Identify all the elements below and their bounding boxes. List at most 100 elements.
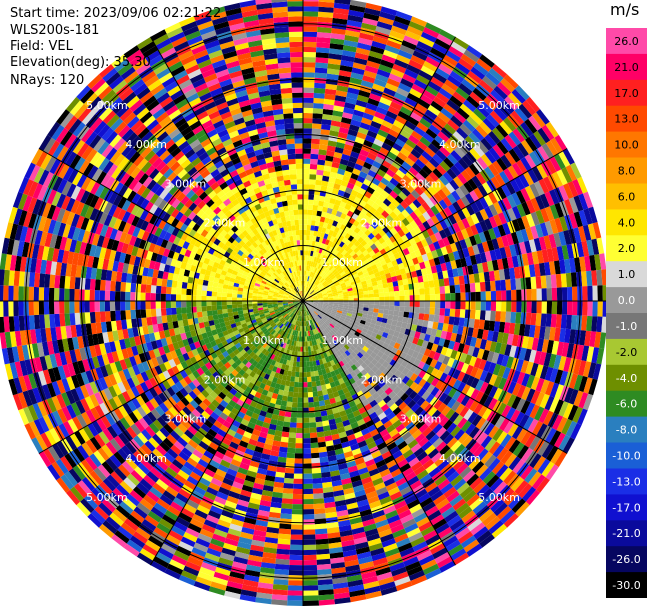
velocity-cell	[337, 168, 346, 176]
velocity-cell	[310, 437, 318, 444]
velocity-cell	[375, 459, 387, 469]
velocity-cell	[364, 275, 371, 281]
velocity-cell	[419, 497, 434, 508]
velocity-cell	[452, 341, 461, 352]
velocity-cell	[416, 140, 428, 151]
velocity-cell	[326, 332, 332, 338]
velocity-cell	[446, 437, 458, 449]
velocity-cell	[364, 403, 373, 412]
velocity-cell	[470, 213, 480, 225]
velocity-cell	[415, 158, 426, 169]
velocity-cell	[312, 345, 317, 351]
velocity-cell	[322, 304, 329, 307]
velocity-cell	[554, 327, 561, 342]
velocity-cell	[418, 409, 428, 420]
velocity-cell	[327, 291, 333, 295]
velocity-cell	[305, 346, 309, 352]
velocity-cell	[350, 364, 358, 371]
velocity-cell	[435, 413, 446, 424]
velocity-cell	[478, 272, 485, 283]
velocity-cell	[312, 304, 318, 308]
velocity-cell	[431, 452, 443, 463]
velocity-cell	[428, 124, 441, 136]
velocity-cell	[356, 462, 367, 471]
velocity-cell	[378, 292, 385, 297]
velocity-cell	[342, 482, 353, 490]
velocity-cell	[394, 295, 400, 301]
velocity-cell	[340, 60, 354, 68]
velocity-cell	[474, 253, 482, 264]
velocity-cell	[343, 277, 350, 283]
velocity-cell	[406, 25, 423, 37]
velocity-cell	[541, 443, 554, 459]
velocity-cell	[298, 387, 303, 393]
velocity-cell	[438, 392, 448, 403]
velocity-cell	[578, 193, 589, 210]
velocity-cell	[318, 237, 324, 243]
velocity-cell	[365, 490, 378, 500]
velocity-cell	[310, 290, 315, 295]
velocity-cell	[369, 297, 375, 301]
velocity-cell	[470, 366, 479, 378]
velocity-cell	[269, 506, 282, 514]
velocity-cell	[348, 303, 354, 307]
velocity-cell	[318, 1, 335, 8]
velocity-cell	[343, 107, 355, 115]
velocity-cell	[490, 412, 502, 426]
velocity-cell	[360, 411, 370, 419]
velocity-cell	[317, 293, 323, 297]
velocity-cell	[382, 233, 390, 242]
velocity-cell	[474, 222, 484, 234]
velocity-cell	[493, 106, 507, 121]
velocity-cell	[316, 169, 324, 176]
velocity-cell	[493, 481, 507, 496]
velocity-cell	[328, 324, 334, 330]
velocity-cell	[409, 264, 416, 273]
velocity-cell	[368, 326, 375, 332]
velocity-cell	[285, 462, 295, 469]
velocity-cell	[303, 112, 313, 119]
velocity-cell	[328, 418, 336, 426]
velocity-cell	[475, 211, 485, 223]
velocity-cell	[569, 258, 576, 273]
velocity-cell	[303, 590, 319, 596]
velocity-cell	[275, 367, 281, 374]
velocity-cell	[459, 352, 468, 363]
velocity-cell	[303, 438, 311, 444]
velocity-cell	[352, 409, 361, 418]
velocity-cell	[340, 340, 347, 347]
velocity-cell	[286, 375, 292, 382]
velocity-cell	[306, 304, 311, 309]
velocity-cell	[289, 381, 295, 387]
velocity-cell	[333, 7, 350, 15]
velocity-cell	[493, 201, 503, 215]
velocity-cell	[521, 289, 527, 301]
velocity-cell	[405, 253, 413, 261]
velocity-cell	[468, 457, 481, 470]
velocity-cell	[318, 451, 328, 458]
velocity-cell	[303, 499, 314, 505]
velocity-cell	[303, 468, 312, 474]
velocity-cell	[303, 570, 318, 576]
velocity-cell	[368, 270, 375, 276]
velocity-cell	[412, 393, 422, 403]
velocity-cell	[367, 169, 377, 178]
velocity-cell	[363, 202, 372, 211]
velocity-cell	[350, 281, 357, 286]
velocity-cell	[260, 562, 276, 569]
velocity-cell	[310, 272, 314, 278]
velocity-cell	[307, 325, 310, 332]
velocity-cell	[371, 358, 379, 366]
velocity-cell	[321, 119, 332, 126]
velocity-cell	[304, 305, 307, 311]
velocity-cell	[425, 128, 438, 139]
velocity-cell	[292, 392, 299, 398]
velocity-cell	[396, 389, 405, 399]
velocity-cell	[436, 556, 453, 569]
velocity-cell	[365, 436, 375, 445]
velocity-cell	[431, 409, 442, 420]
velocity-cell	[419, 307, 425, 314]
velocity-cell	[403, 311, 410, 318]
velocity-cell	[405, 139, 417, 149]
velocity-cell	[270, 381, 277, 388]
